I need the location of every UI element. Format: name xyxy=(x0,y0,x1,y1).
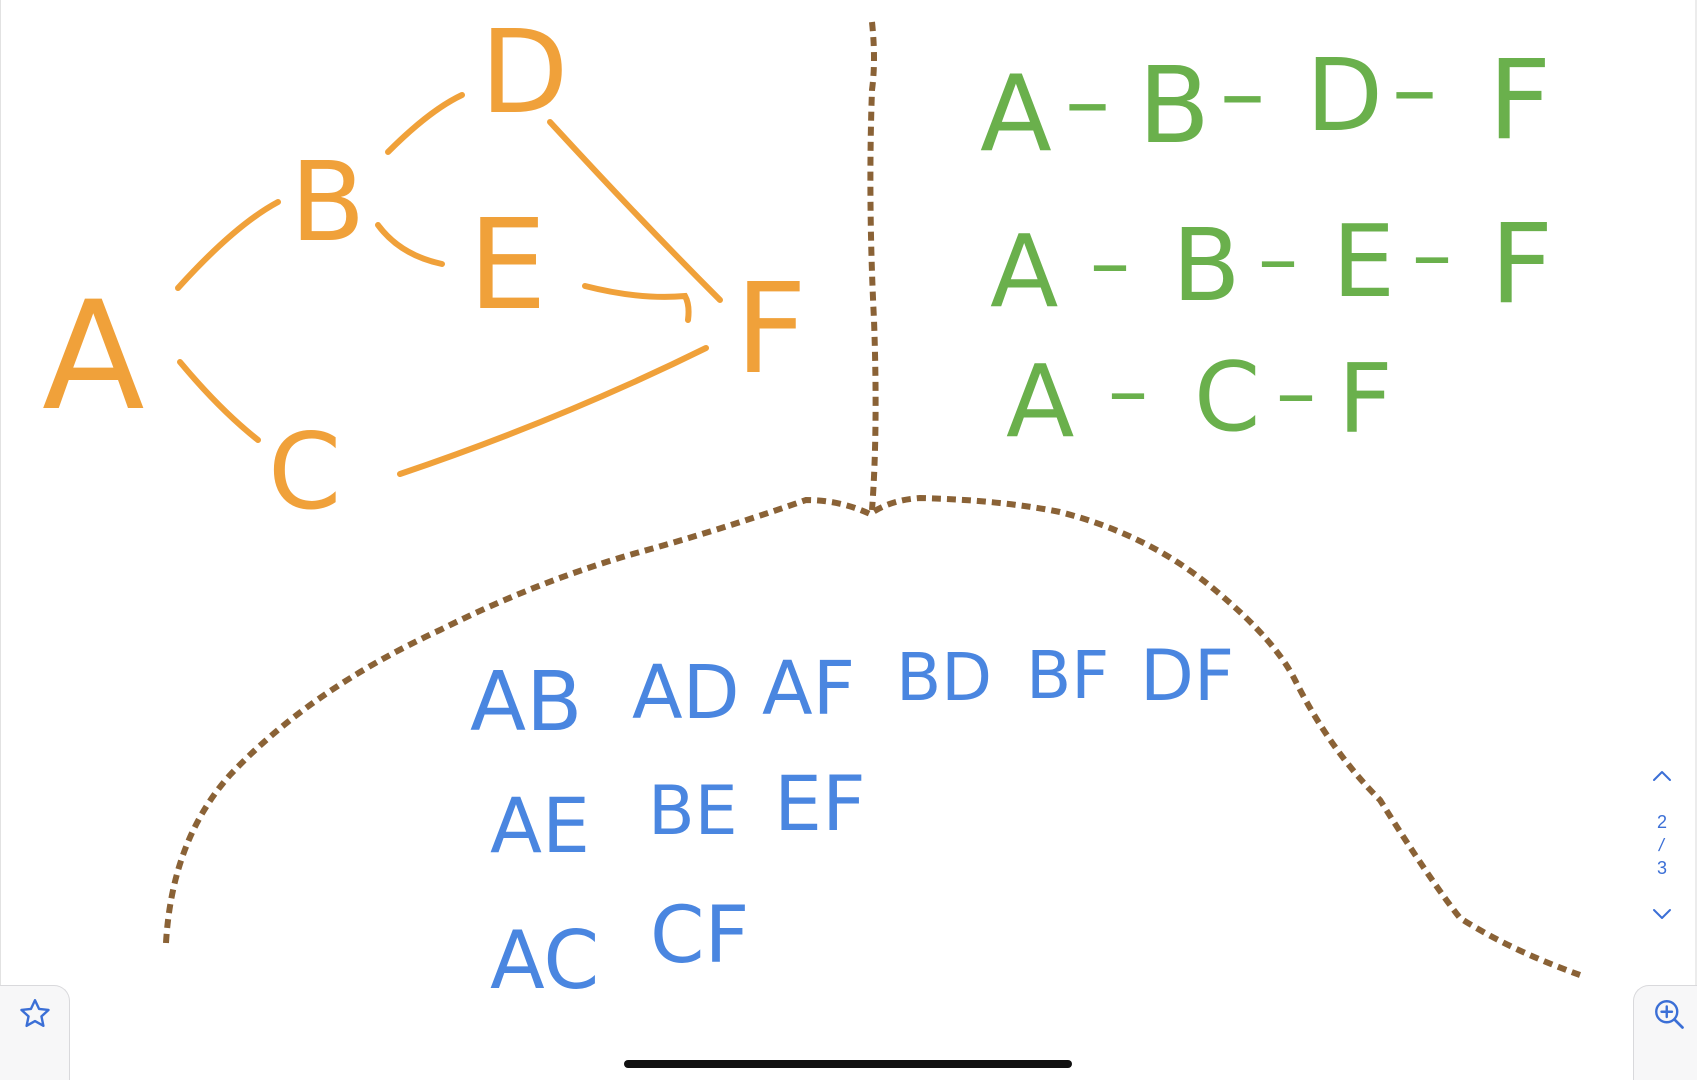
path-1-sep-1: – xyxy=(1065,49,1110,154)
path-3-sep-1: – xyxy=(1108,344,1148,437)
path-1-sep-2: – xyxy=(1220,41,1265,146)
path-2-sep-1: – xyxy=(1090,216,1130,309)
chevron-down-icon[interactable] xyxy=(1650,901,1674,925)
canvas-right-edge xyxy=(1695,0,1697,1079)
pair-list: AB AD AF BD BF DF AE BE EF AC CF xyxy=(470,635,1234,1007)
path-3-node-2: C xyxy=(1194,343,1260,453)
pair-item: AE xyxy=(490,781,590,870)
edge-e-f xyxy=(582,283,692,323)
home-indicator[interactable] xyxy=(624,1060,1072,1068)
graph-node-f: F xyxy=(735,257,807,402)
pair-item: CF xyxy=(650,891,749,981)
graph-edges xyxy=(175,92,723,477)
path-3-sep-2: – xyxy=(1276,346,1316,439)
path-2: A – B – E – F xyxy=(990,200,1553,330)
pair-item: AF xyxy=(762,646,855,732)
favorite-button[interactable] xyxy=(0,985,70,1080)
path-3-node-1: A xyxy=(1006,343,1074,460)
path-3: A – C – F xyxy=(1006,343,1393,460)
star-icon xyxy=(19,999,50,1028)
graph-node-d: D xyxy=(480,6,569,140)
path-1-sep-3: – xyxy=(1392,37,1437,142)
zoom-in-button[interactable] xyxy=(1633,985,1697,1080)
path-3-node-3: F xyxy=(1338,345,1393,455)
path-2-node-3: E xyxy=(1332,203,1395,320)
pair-item: AC xyxy=(490,914,599,1007)
path-2-node-2: B xyxy=(1172,207,1241,324)
pair-item: AD xyxy=(632,650,740,736)
arc-divider xyxy=(163,494,1582,978)
pair-row-1: AB AD AF BD BF DF xyxy=(470,635,1234,750)
divider-lines xyxy=(163,21,1582,978)
path-1-node-1: A xyxy=(980,53,1052,175)
edge-a-c xyxy=(177,359,261,443)
path-1-node-4: F xyxy=(1488,36,1551,164)
pair-row-3: AC CF xyxy=(490,891,749,1007)
current-page: 2 xyxy=(1656,812,1667,832)
path-1: A – B – D – F xyxy=(980,36,1551,175)
path-2-node-4: F xyxy=(1490,200,1553,328)
pair-row-2: AE BE EF xyxy=(490,759,866,870)
graph-node-c: C xyxy=(268,411,341,533)
chevron-up-icon[interactable] xyxy=(1650,765,1674,789)
graph-node-b: B xyxy=(290,138,365,266)
canvas-left-edge xyxy=(0,0,1,1079)
edge-a-b xyxy=(175,199,281,291)
pair-item: BF xyxy=(1026,637,1109,714)
pair-item: EF xyxy=(774,759,866,848)
vertical-divider xyxy=(867,21,879,511)
edge-b-d xyxy=(385,92,465,155)
page-separator: / xyxy=(1657,835,1667,855)
path-1-node-3: D xyxy=(1306,37,1383,154)
graph-node-e: E xyxy=(468,193,547,338)
edge-d-f xyxy=(547,119,723,303)
zoom-in-icon xyxy=(1654,1000,1684,1029)
path-2-sep-2: – xyxy=(1258,212,1298,305)
path-2-node-1: A xyxy=(990,213,1058,330)
pair-item: DF xyxy=(1140,635,1234,717)
edge-c-f xyxy=(397,345,709,477)
pair-item: AB xyxy=(470,655,582,750)
path-list: A – B – D – F A – B – E – F A – C – F xyxy=(980,36,1553,460)
graph-node-a: A xyxy=(42,270,145,444)
edge-b-e xyxy=(375,222,445,267)
pair-item: BE xyxy=(648,772,738,851)
path-2-sep-3: – xyxy=(1412,208,1452,301)
total-pages: 3 xyxy=(1656,858,1667,878)
graph-diagram: A B C D E F xyxy=(42,6,807,533)
pair-item: BD xyxy=(896,639,992,716)
path-1-node-2: B xyxy=(1138,45,1210,167)
page-navigator: 2 / 3 xyxy=(1640,765,1684,935)
